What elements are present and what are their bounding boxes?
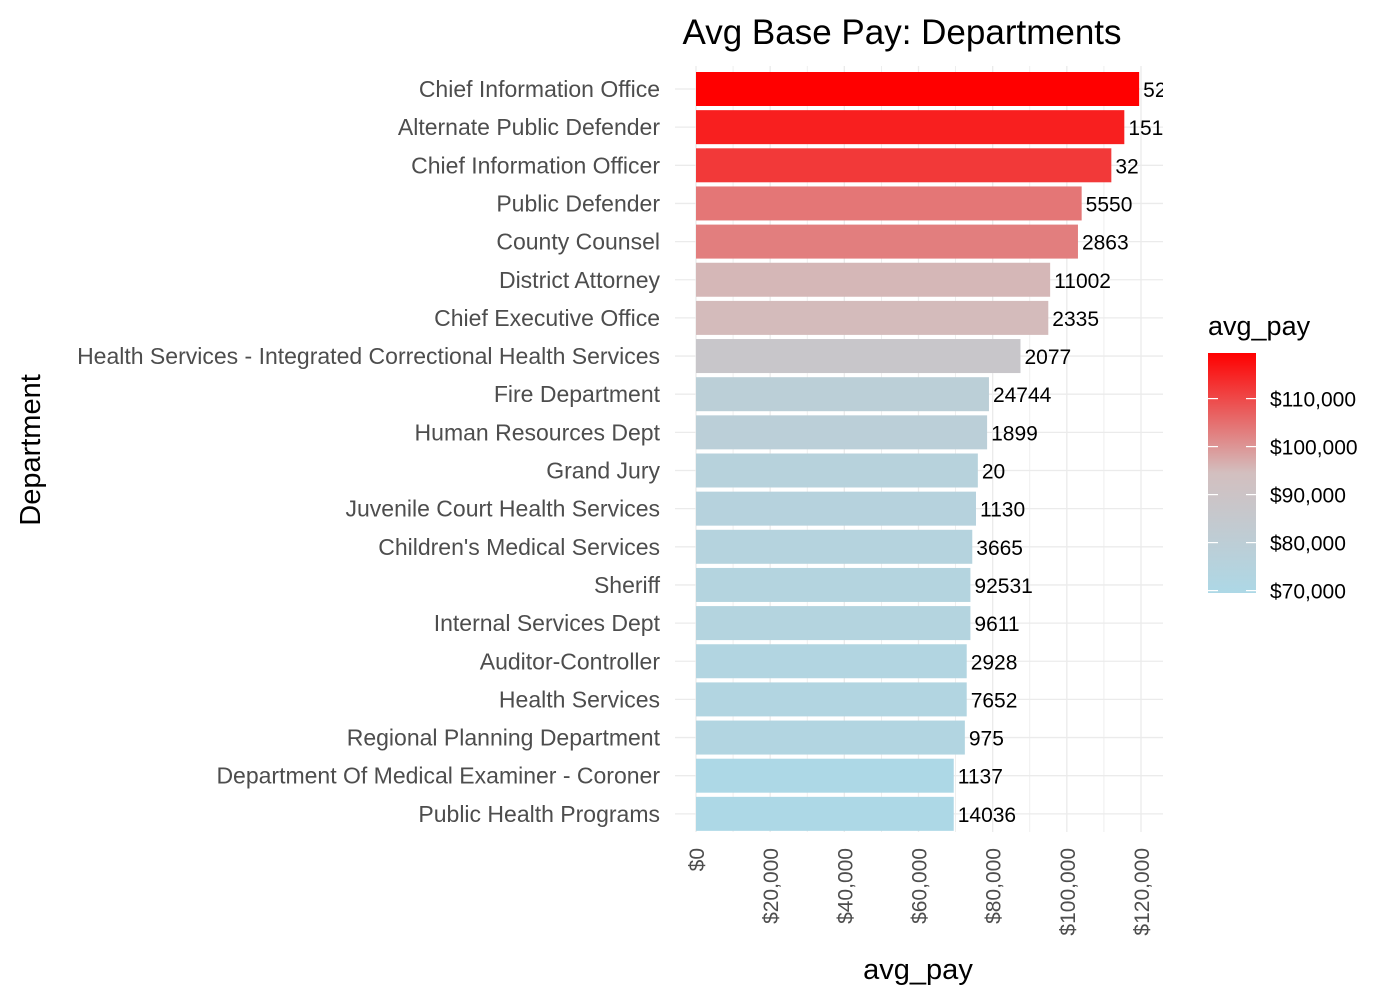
bar-data-label: 11002 (1054, 270, 1111, 293)
bar (696, 377, 989, 412)
bar-data-label: 151 (1128, 117, 1163, 140)
bar (696, 758, 954, 793)
x-axis-tick-label: $60,000 (909, 848, 932, 924)
bar (696, 796, 954, 831)
x-axis-tick-label: $20,000 (760, 848, 783, 924)
y-axis-category-label: Grand Jury (546, 458, 660, 484)
y-axis-category-label: Public Defender (496, 190, 660, 216)
legend-tick-label: $80,000 (1270, 533, 1346, 556)
x-axis-tick-label: $120,000 (1131, 848, 1154, 936)
x-axis-tick-label: $40,000 (834, 848, 857, 924)
bar (696, 567, 971, 602)
bar-data-label: 1899 (991, 422, 1038, 445)
bar (696, 720, 965, 755)
bar (696, 262, 1051, 297)
y-axis-title: Department (15, 374, 47, 526)
bar-data-label: 7652 (971, 689, 1018, 712)
bar (696, 72, 1140, 106)
y-axis-category-label: Human Resources Dept (415, 419, 661, 445)
y-axis-category-label: Department Of Medical Examiner - Coroner (216, 763, 660, 789)
x-axis-tick-labels: $0 $20,000 $40,000 $60,000 $80,000 $100,000 $1… (686, 848, 1154, 936)
legend-tick-label: $100,000 (1270, 437, 1358, 460)
y-axis-category-label: Fire Department (494, 381, 661, 407)
x-axis-title: avg_pay (863, 954, 973, 986)
chart-title: Avg Base Pay: Departments (682, 13, 1121, 52)
bar (696, 453, 978, 488)
bar-data-label: 975 (969, 728, 1004, 751)
y-axis-category-label: Children's Medical Services (378, 534, 660, 560)
y-axis-category-label: Sheriff (594, 572, 661, 598)
bar (696, 148, 1112, 183)
bar (696, 415, 988, 450)
legend-ticks: $70,000 $80,000 $90,000 $100,000 $110,000 (1208, 389, 1358, 604)
y-axis-category-label: Health Services - Integrated Correctiona… (77, 343, 660, 369)
bar-data-label: 9611 (974, 613, 1019, 636)
bar (696, 606, 971, 641)
x-axis-tick-label: $80,000 (983, 848, 1006, 924)
bar (696, 682, 967, 717)
y-axis-category-label: District Attorney (499, 267, 661, 293)
x-axis-tick-label: $0 (686, 848, 709, 871)
y-axis-category-label: Regional Planning Department (347, 725, 661, 751)
y-axis-category-labels: Chief Information Office Alternate Public… (77, 76, 661, 827)
bar-data-label: 1137 (958, 766, 1003, 789)
y-axis-category-label: Chief Executive Office (434, 305, 660, 331)
bar-data-label: 2928 (971, 651, 1018, 674)
bar-data-label: 20 (982, 461, 1005, 484)
y-axis-category-label: Internal Services Dept (434, 610, 661, 636)
bar (696, 186, 1082, 221)
bar-data-label: 5550 (1086, 193, 1133, 216)
legend-gradient-bar (1208, 353, 1256, 593)
legend-tick-label: $90,000 (1270, 485, 1346, 508)
y-axis-category-label: County Counsel (496, 229, 660, 255)
data-labels: 52 151 32 5550 2863 11002 2335 2077 24744 1899 20 1… (958, 79, 1166, 827)
bar (696, 300, 1049, 335)
bar (696, 339, 1021, 374)
bars (696, 72, 1140, 831)
color-legend: avg_pay $70,000 $80,000 $90,000 $100,000 $11… (1208, 311, 1358, 604)
bar-data-label: 1130 (980, 499, 1025, 522)
bar (696, 644, 967, 679)
bar-data-label: 2335 (1052, 308, 1099, 331)
bar (696, 110, 1125, 145)
x-axis-tick-label: $100,000 (1057, 848, 1080, 936)
bar (696, 529, 973, 564)
bar-data-label: 14036 (958, 804, 1016, 827)
y-axis-category-label: Chief Information Officer (411, 152, 660, 178)
bar-data-label: 2863 (1082, 232, 1129, 255)
bar-data-label: 2077 (1024, 346, 1071, 369)
y-axis-category-label: Auditor-Controller (480, 648, 661, 674)
legend-title: avg_pay (1208, 311, 1311, 341)
legend-tick-label: $110,000 (1270, 389, 1356, 412)
y-axis-category-label: Juvenile Court Health Services (346, 496, 660, 522)
y-axis-category-label: Public Health Programs (418, 801, 660, 827)
bar-data-label: 52 (1143, 79, 1166, 102)
y-axis-category-label: Chief Information Office (419, 76, 660, 102)
bar-data-label: 24744 (993, 384, 1052, 407)
legend-tick-label: $70,000 (1270, 581, 1346, 604)
bar-data-label: 3665 (976, 537, 1023, 560)
y-axis-category-label: Alternate Public Defender (398, 114, 660, 140)
y-axis-category-label: Health Services (499, 686, 660, 712)
bar (696, 491, 976, 526)
bar-data-label: 32 (1115, 155, 1138, 178)
bar (696, 224, 1078, 259)
bar-data-label: 92531 (974, 575, 1032, 598)
